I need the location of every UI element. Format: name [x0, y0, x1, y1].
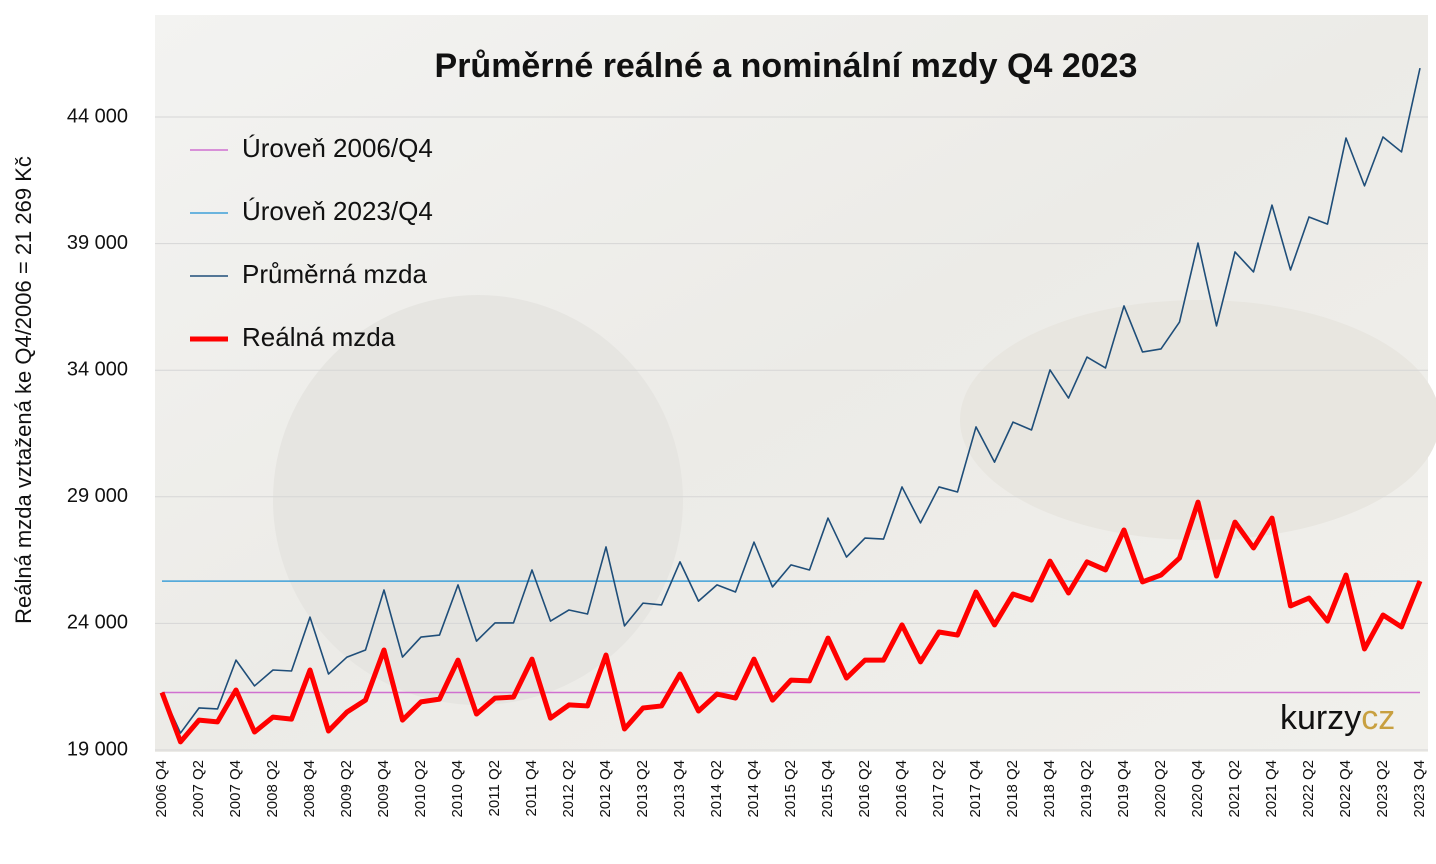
decor-coin [273, 295, 683, 705]
x-tick-label: 2021 Q2 [1226, 760, 1243, 818]
x-tick-label: 2017 Q2 [930, 760, 947, 818]
x-tick-label: 2008 Q2 [264, 760, 281, 818]
x-tick-label: 2013 Q2 [634, 760, 651, 818]
x-tick-label: 2011 Q4 [523, 760, 540, 816]
series-line [159, 499, 1423, 745]
y-tick-label: 44 000 [67, 105, 128, 127]
x-tick-label: 2016 Q4 [893, 760, 910, 818]
y-tick-label: 19 000 [67, 738, 128, 760]
x-tick-label: 2014 Q4 [745, 760, 762, 818]
y-tick-label: 24 000 [67, 612, 128, 634]
x-tick-label: 2023 Q2 [1374, 760, 1391, 818]
watermark-text: kurzy [1280, 699, 1361, 737]
watermark: kurzycz [1280, 699, 1395, 737]
x-tick-label: 2015 Q4 [819, 760, 836, 818]
x-tick-label: 2012 Q4 [597, 760, 614, 818]
legend-label: Reálná mzda [242, 322, 396, 352]
x-tick-label: 2017 Q4 [967, 760, 984, 818]
x-tick-label: 2012 Q2 [560, 760, 577, 818]
chart-title: Průměrné reálné a nominální mzdy Q4 2023 [435, 47, 1138, 85]
x-tick-label: 2006 Q4 [153, 760, 170, 818]
x-tick-label: 2014 Q2 [708, 760, 725, 818]
series-line [161, 67, 1421, 734]
x-tick-label: 2022 Q2 [1300, 760, 1317, 818]
x-tick-label: 2009 Q2 [338, 760, 355, 818]
x-tick-label: 2020 Q4 [1189, 760, 1206, 818]
y-tick-label: 29 000 [67, 485, 128, 507]
x-tick-label: 2020 Q2 [1152, 760, 1169, 818]
watermark-accent: cz [1361, 699, 1395, 737]
x-tick-label: 2013 Q4 [671, 760, 688, 818]
x-tick-label: 2011 Q2 [486, 760, 503, 816]
x-tick-label: 2019 Q4 [1115, 760, 1132, 818]
decor-coin [960, 300, 1436, 540]
x-tick-label: 2008 Q4 [301, 760, 318, 818]
x-tick-label: 2021 Q4 [1263, 760, 1280, 818]
y-axis-title: Reálná mzda vztažená ke Q4/2006 = 21 269… [11, 156, 36, 624]
x-tick-label: 2016 Q2 [856, 760, 873, 818]
x-tick-label: 2019 Q2 [1078, 760, 1095, 818]
legend-label: Úroveň 2006/Q4 [242, 133, 433, 163]
x-tick-label: 2009 Q4 [375, 760, 392, 818]
x-tick-label: 2022 Q4 [1337, 760, 1354, 818]
x-tick-label: 2007 Q4 [227, 760, 244, 818]
x-tick-label: 2018 Q2 [1004, 760, 1021, 818]
x-tick-label: 2018 Q4 [1041, 760, 1058, 818]
y-tick-label: 34 000 [67, 358, 128, 380]
x-tick-label: 2010 Q2 [412, 760, 429, 818]
x-tick-label: 2023 Q4 [1411, 760, 1428, 818]
legend-label: Úroveň 2023/Q4 [242, 196, 433, 226]
legend-label: Průměrná mzda [242, 259, 427, 289]
x-tick-label: 2007 Q2 [190, 760, 207, 818]
x-tick-label: 2015 Q2 [782, 760, 799, 818]
x-tick-label: 2010 Q4 [449, 760, 466, 818]
y-tick-label: 39 000 [67, 232, 128, 254]
